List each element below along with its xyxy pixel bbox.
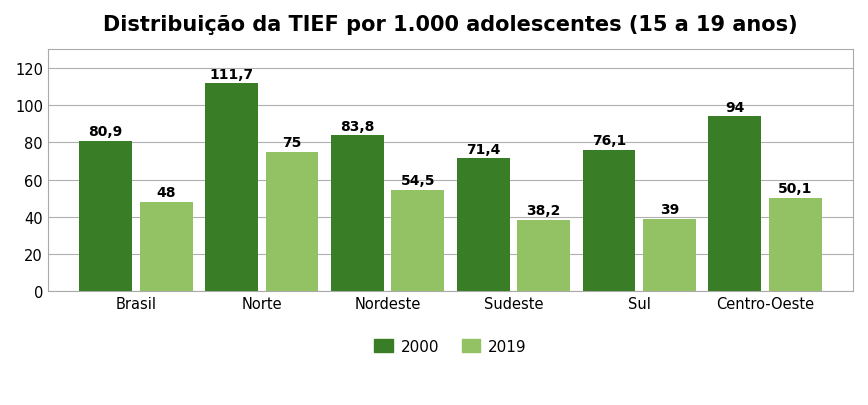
- Text: 50,1: 50,1: [778, 182, 812, 196]
- Text: 71,4: 71,4: [466, 142, 500, 156]
- Title: Distribuição da TIEF por 1.000 adolescentes (15 a 19 anos): Distribuição da TIEF por 1.000 adolescen…: [103, 15, 798, 35]
- Bar: [769, 198, 821, 291]
- Text: 76,1: 76,1: [592, 134, 626, 147]
- Bar: [708, 117, 761, 291]
- Bar: [457, 159, 510, 291]
- Bar: [517, 220, 570, 291]
- Bar: [140, 202, 193, 291]
- Bar: [205, 84, 258, 291]
- Bar: [643, 219, 696, 291]
- Text: 111,7: 111,7: [209, 68, 253, 81]
- Bar: [582, 150, 635, 291]
- Text: 54,5: 54,5: [400, 173, 435, 188]
- Text: 48: 48: [156, 185, 176, 200]
- Text: 83,8: 83,8: [340, 119, 374, 133]
- Text: 39: 39: [660, 202, 679, 216]
- Bar: [79, 141, 132, 291]
- Text: 80,9: 80,9: [89, 125, 123, 139]
- Text: 38,2: 38,2: [526, 204, 561, 218]
- Text: 75: 75: [282, 136, 301, 149]
- Bar: [266, 152, 319, 291]
- Text: 94: 94: [725, 100, 745, 114]
- Bar: [331, 136, 384, 291]
- Legend: 2000, 2019: 2000, 2019: [368, 333, 533, 360]
- Bar: [391, 190, 444, 291]
